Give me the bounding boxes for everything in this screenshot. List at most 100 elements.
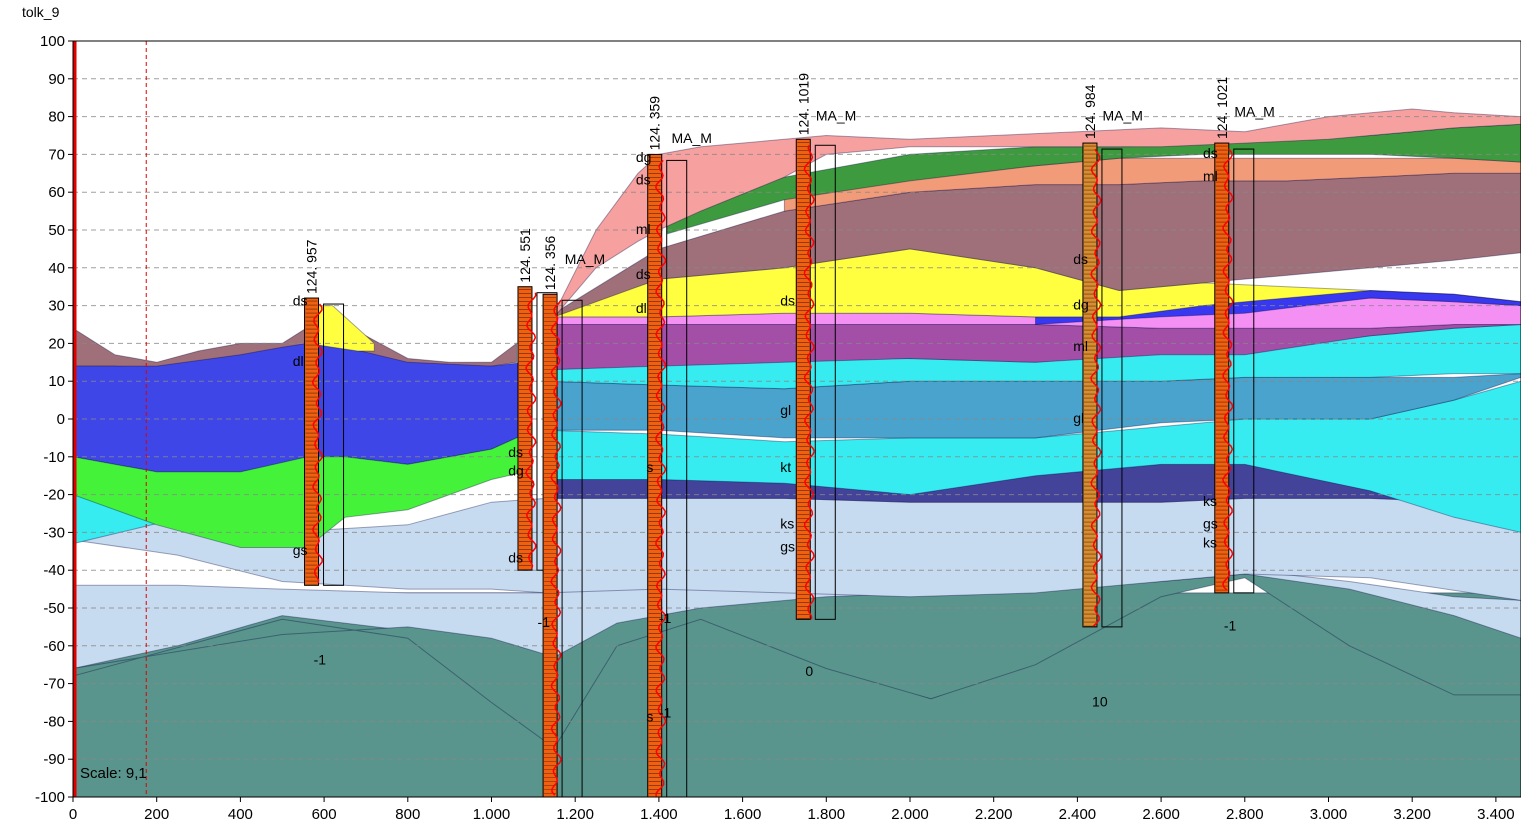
borehole-ticks <box>518 289 531 570</box>
annotation-11: s <box>646 708 653 724</box>
y-tick-label-20: -100 <box>35 789 65 806</box>
x-tick-label-1: 200 <box>144 806 169 823</box>
borehole-label: 124. 551 <box>517 228 533 283</box>
annotation-35: 10 <box>1092 693 1108 709</box>
x-tick-label-7: 1.400 <box>640 806 678 823</box>
annotation-7: ml <box>636 221 651 237</box>
borehole-label: 124. 1019 <box>795 73 811 135</box>
annotation-29: gs <box>293 542 308 558</box>
log-trace <box>803 145 816 620</box>
annotation-36: -1 <box>1224 618 1237 634</box>
x-tick-label-3: 600 <box>312 806 337 823</box>
y-tick-label-17: -70 <box>43 676 65 693</box>
annotation-32: -1 <box>314 652 327 668</box>
x-tick-label-13: 2.600 <box>1142 806 1180 823</box>
annotation-23: ks <box>780 516 794 532</box>
borehole-column <box>795 138 811 620</box>
x-tick-label-6: 1.200 <box>556 806 594 823</box>
annotation-12: ds <box>1073 251 1088 267</box>
y-tick-label-1: 90 <box>48 71 65 88</box>
y-tick-label-15: -50 <box>43 600 65 617</box>
borehole-4: 124. 1019 <box>795 73 836 620</box>
annotation-26: ks <box>1203 493 1217 509</box>
annotation-22: gl <box>780 402 791 418</box>
x-tick-label-8: 1.600 <box>724 806 762 823</box>
annotation-15: gl <box>1073 410 1084 426</box>
annotation-8: ds <box>636 266 651 282</box>
x-tick-label-14: 2.800 <box>1226 806 1264 823</box>
scale-label: Scale: 9,1 <box>80 765 147 782</box>
borehole-ticks <box>797 141 810 619</box>
borehole-label: 124. 1021 <box>1214 77 1230 139</box>
annotation-17: ml <box>1203 168 1218 184</box>
x-tick-label-5: 1.000 <box>473 806 511 823</box>
annotation-34: 0 <box>805 663 813 679</box>
borehole-2: 124. 356 <box>542 236 583 797</box>
log-trace <box>654 159 667 797</box>
y-tick-label-7: 30 <box>48 298 65 315</box>
annotation-30: ds <box>293 293 308 309</box>
y-tick-label-10: 0 <box>57 411 65 428</box>
log-trace <box>525 292 537 569</box>
borehole-ticks <box>305 300 318 586</box>
log-trace <box>1090 148 1102 627</box>
annotation-16: ds <box>1203 145 1218 161</box>
borehole-6: 124. 1021 <box>1214 77 1255 594</box>
annotations: MA_MMA_MMA_M MA_M MA_Mdgdsmldsdlssdsdgmlgl… <box>293 104 1275 725</box>
y-tick-label-19: -90 <box>43 751 65 768</box>
y-tick-label-14: -40 <box>43 562 65 579</box>
log-trace <box>311 303 324 584</box>
annotation-10: s <box>646 459 653 475</box>
borehole-ticks <box>1215 145 1228 591</box>
log-trace <box>550 299 562 796</box>
annotation-4: MA_M <box>1234 104 1274 120</box>
log-frame <box>1233 148 1255 594</box>
borehole-ticks <box>648 157 661 794</box>
x-tick-label-0: 0 <box>69 806 77 823</box>
x-tick-label-4: 800 <box>395 806 420 823</box>
x-tick-label-12: 2.400 <box>1059 806 1097 823</box>
borehole-label: 124. 957 <box>304 239 320 294</box>
borehole-label: 124. 984 <box>1082 84 1098 139</box>
y-tick-label-4: 60 <box>48 184 65 201</box>
annotation-13: dg <box>1073 296 1089 312</box>
annotation-25: kt <box>780 459 791 475</box>
chart-title: tolk_9 <box>22 4 60 20</box>
log-frame <box>1101 148 1123 628</box>
borehole-0: 124. 957 <box>304 239 345 586</box>
annotation-33: -1 <box>538 614 551 630</box>
annotation-1: MA_M <box>671 130 711 146</box>
borehole-3: 124. 359 <box>647 96 688 797</box>
x-tick-label-17: 3.400 <box>1477 806 1515 823</box>
annotation-27: gs <box>1203 516 1218 532</box>
annotation-20: ds <box>508 444 523 460</box>
annotation-24: gs <box>780 538 795 554</box>
x-tick-label-15: 3.000 <box>1310 806 1348 823</box>
x-tick-label-10: 2.000 <box>891 806 929 823</box>
annotation-18: ds <box>508 550 523 566</box>
annotation-5: dg <box>636 149 652 165</box>
annotation-38: -1 <box>659 705 672 721</box>
y-tick-label-16: -60 <box>43 638 65 655</box>
y-tick-label-3: 70 <box>48 146 65 163</box>
annotation-28: ks <box>1203 535 1217 551</box>
borehole-5: 124. 984 <box>1082 84 1123 628</box>
borehole-label: 124. 359 <box>647 96 663 151</box>
reference-lines <box>73 41 147 797</box>
layer-12 <box>545 248 1521 318</box>
y-tick-label-0: 100 <box>40 33 65 50</box>
annotation-21: ds <box>780 293 795 309</box>
y-tick-label-18: -80 <box>43 713 65 730</box>
y-tick-label-8: 20 <box>48 335 65 352</box>
x-tick-label-9: 1.800 <box>808 806 846 823</box>
log-frame <box>814 144 836 620</box>
annotation-9: dl <box>636 300 647 316</box>
layer-8 <box>545 323 1521 390</box>
x-tick-label-2: 400 <box>228 806 253 823</box>
borehole-column <box>647 153 663 797</box>
y-tick-label-9: 10 <box>48 373 65 390</box>
y-tick-label-2: 80 <box>48 109 65 126</box>
annotation-6: ds <box>636 172 651 188</box>
